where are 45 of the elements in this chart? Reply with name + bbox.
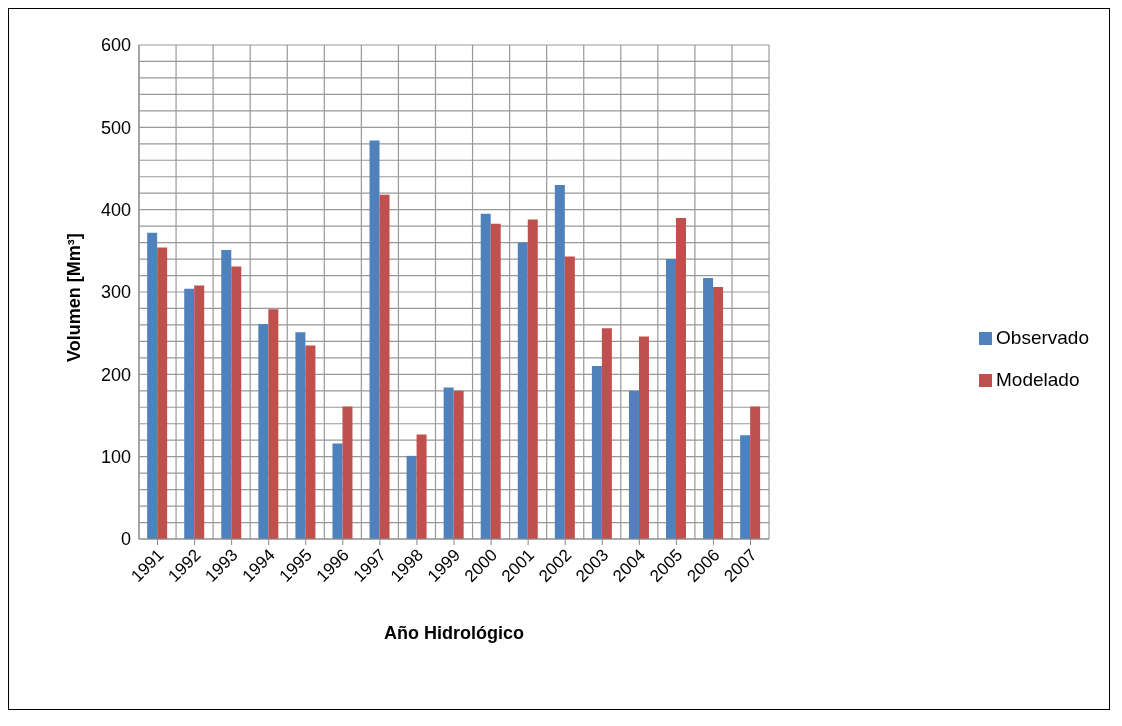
bar	[750, 406, 761, 539]
bar	[527, 219, 538, 539]
bar	[147, 232, 158, 539]
y-tick-label: 300	[100, 282, 131, 303]
bar	[591, 366, 602, 539]
bar	[406, 455, 417, 539]
bar	[628, 390, 639, 539]
bar	[666, 259, 677, 539]
bar	[268, 309, 279, 539]
bar	[564, 256, 575, 539]
bar	[221, 250, 232, 539]
bar	[194, 285, 205, 539]
bar	[295, 332, 306, 539]
bar	[443, 387, 454, 539]
y-tick-label: 500	[100, 117, 131, 138]
y-tick-label: 600	[100, 35, 131, 56]
bar	[703, 278, 714, 539]
bar	[490, 223, 501, 539]
legend-label: Modelado	[996, 369, 1080, 390]
bar	[184, 288, 195, 539]
bar	[231, 266, 242, 539]
bar	[713, 287, 724, 539]
y-tick-label: 200	[100, 364, 131, 385]
bar	[676, 217, 687, 539]
bar	[305, 345, 316, 539]
bar	[369, 140, 380, 539]
bar	[258, 324, 269, 539]
bar	[342, 406, 353, 539]
y-tick-label: 0	[120, 529, 131, 550]
y-tick-label: 100	[100, 447, 131, 468]
y-axis-title: Volumen [Mm³]	[64, 233, 85, 362]
bar	[638, 336, 649, 539]
bar	[379, 194, 390, 539]
legend-label: Observado	[996, 327, 1089, 348]
bar	[740, 435, 751, 539]
y-tick-label: 400	[100, 200, 131, 221]
bar	[517, 242, 528, 539]
bar	[601, 328, 612, 539]
bar	[480, 213, 491, 539]
bar	[157, 247, 168, 539]
bar	[416, 434, 427, 539]
bar	[332, 443, 343, 539]
bar	[453, 390, 464, 539]
bar	[554, 184, 565, 539]
x-axis-title: Año Hidrológico	[384, 623, 525, 643]
